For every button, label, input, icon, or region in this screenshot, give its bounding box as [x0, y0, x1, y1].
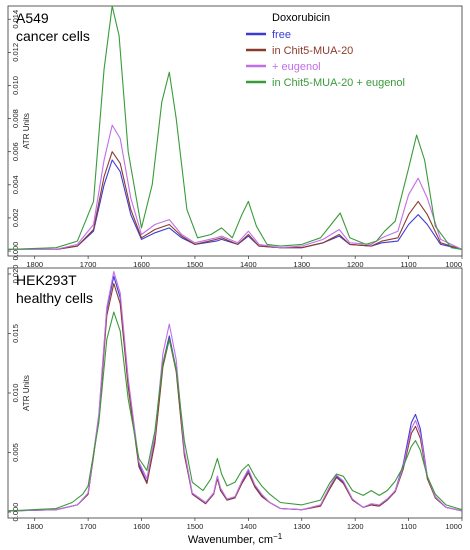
y-tick-label: 0.014 [11, 10, 20, 29]
series-line-1 [7, 275, 463, 512]
series-line-2 [8, 151, 463, 250]
x-tick-label: 1100 [401, 522, 417, 531]
x-tick-label: 1000 [445, 522, 462, 531]
panel-subtitle: healthy cells [16, 290, 93, 306]
legend-label: + eugenol [272, 61, 321, 73]
y-axis-label: ATR Units [22, 375, 31, 411]
series-line-1 [8, 159, 463, 250]
x-tick-label: 1000 [445, 260, 462, 269]
x-tick-label: 1200 [347, 260, 364, 269]
y-tick-label: 0.010 [11, 76, 20, 95]
y-axis-label: ATR Units [22, 113, 31, 149]
y-tick-label: 0.004 [11, 175, 20, 194]
series-line-2 [7, 282, 463, 512]
x-tick-label: 1800 [26, 522, 43, 531]
x-tick-label: 1800 [26, 260, 43, 269]
series-line-3 [8, 124, 463, 250]
y-tick-label: 0.000 [11, 503, 20, 522]
x-tick-label: 1400 [240, 260, 257, 269]
x-tick-label: 1500 [187, 522, 204, 531]
x-tick-label: 1600 [133, 522, 150, 531]
y-tick-label: 0.000 [11, 242, 20, 261]
x-axis-label-sup: −1 [273, 532, 283, 541]
x-tick-label: 1200 [347, 522, 364, 531]
series-line-3 [7, 271, 463, 512]
y-tick-label: 0.008 [11, 109, 20, 128]
x-tick-label: 1700 [80, 260, 97, 269]
x-axis-label-main: Wavenumber, cm [188, 534, 273, 546]
y-tick-label: 0.020 [11, 265, 20, 284]
x-tick-label: 1500 [187, 260, 204, 269]
legend-label: free [272, 29, 291, 41]
panel-title: A549 [16, 10, 49, 26]
x-tick-label: 1300 [293, 522, 310, 531]
y-tick-label: 0.002 [11, 209, 20, 228]
x-tick-label: 1600 [133, 260, 150, 269]
legend-label: in Chit5-MUA-20 + eugenol [272, 77, 405, 89]
y-tick-label: 0.010 [11, 384, 20, 403]
x-axis-label: Wavenumber, cm−1 [188, 532, 283, 546]
panel-2: 1800 1700 1600 1500 1400 1300 1200 1100 1000 0.00… [7, 265, 463, 531]
panel-title: HEK293T [16, 272, 77, 288]
legend-title: Doxorubicin [272, 12, 330, 24]
panel-subtitle: cancer cells [16, 28, 90, 44]
plot-frame [7, 5, 463, 257]
x-tick-label: 1100 [401, 260, 417, 269]
y-tick-label: 0.015 [11, 324, 20, 343]
series-line-4 [7, 311, 463, 512]
y-tick-label: 0.006 [11, 142, 20, 161]
x-tick-label: 1300 [293, 260, 310, 269]
y-tick-label: 0.005 [11, 443, 20, 462]
y-tick-label: 0.012 [11, 43, 20, 62]
legend: Doxorubicin free in Chit5-MUA-20 + eugenol i… [246, 12, 405, 89]
x-tick-label: 1400 [240, 522, 257, 531]
x-tick-label: 1700 [80, 522, 97, 531]
series-line-4 [7, 5, 463, 250]
legend-label: in Chit5-MUA-20 [272, 45, 353, 57]
panel-1: 1800 1700 1600 1500 1400 1300 1200 1100 1000 0.00… [7, 5, 463, 269]
